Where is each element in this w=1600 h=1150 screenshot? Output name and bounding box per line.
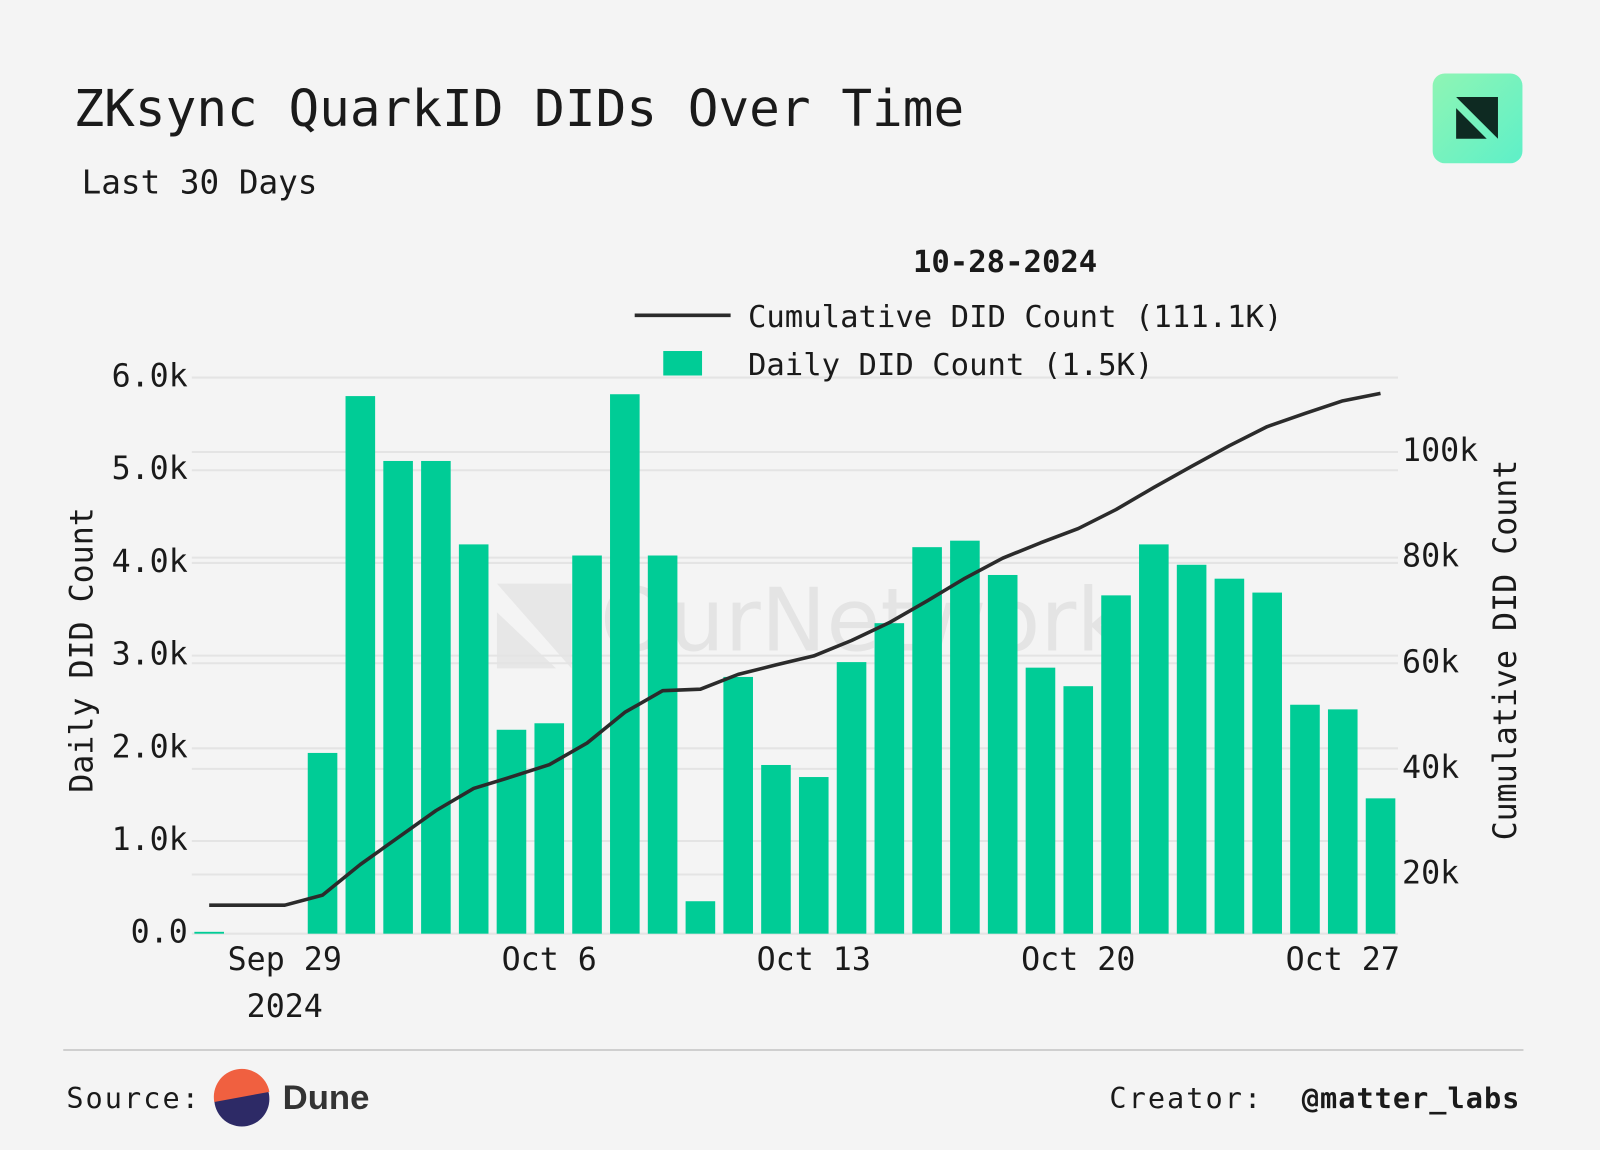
bar — [194, 931, 224, 934]
source-label: Source: — [66, 1081, 201, 1115]
bar — [458, 544, 489, 934]
bar — [1290, 704, 1320, 934]
y2-axis-label: Cumulative DID Count — [1488, 460, 1524, 841]
bar — [685, 901, 716, 934]
chart-subtitle: Last 30 Days — [82, 164, 318, 202]
x-tick-label-line: Oct 13 — [757, 942, 871, 978]
bar — [1025, 667, 1056, 934]
bar — [1214, 578, 1245, 934]
bar — [1176, 564, 1207, 934]
x-tick-label: Oct 20 — [1021, 942, 1135, 978]
legend-entry: Daily DID Count (1.5K) — [748, 348, 1153, 383]
x-tick-label-line: Oct 20 — [1021, 942, 1135, 978]
x-tick-label: Oct 27 — [1286, 942, 1400, 978]
creator-name: @matter_labs — [1302, 1081, 1521, 1115]
bar — [496, 729, 527, 934]
y-tick-label: 4.0k — [112, 544, 188, 580]
y2-tick-label: 40k — [1402, 750, 1459, 786]
bar — [647, 555, 678, 934]
y2-tick-label: 60k — [1402, 644, 1459, 680]
x-tick-label: Oct 13 — [757, 942, 871, 978]
legend-title: 10-28-2024 — [913, 245, 1097, 280]
chart-title: ZKsync QuarkID DIDs Over Time — [73, 80, 964, 139]
line — [209, 391, 1381, 907]
dune-logo — [213, 1068, 270, 1127]
x-tick-label-line: Oct 6 — [502, 942, 597, 978]
bar — [987, 574, 1018, 934]
y-tick-label: 6.0k — [112, 359, 188, 395]
bar — [534, 723, 565, 934]
bar — [1327, 709, 1358, 934]
bar — [874, 623, 905, 934]
bar — [761, 764, 791, 934]
bar — [912, 547, 942, 934]
x-tick-label: Sep 29 2024 — [228, 942, 342, 1025]
x-tick-label: Oct 6 — [502, 942, 597, 978]
creator-label: Creator: — [1109, 1081, 1263, 1115]
bar — [383, 460, 413, 934]
x-tick-label-line: Oct 27 — [1286, 942, 1400, 978]
brand-logo — [1432, 73, 1523, 164]
x-tick-label-line: 2024 — [247, 989, 323, 1025]
bar — [950, 540, 980, 934]
y-tick-label: 5.0k — [112, 451, 188, 487]
bar — [1063, 686, 1094, 934]
y-tick-label: 0.0 — [131, 915, 188, 951]
bar — [1101, 595, 1131, 934]
bar — [1252, 592, 1282, 934]
legend-entry: Cumulative DID Count (111.1K) — [748, 300, 1282, 335]
legend-swatch — [663, 351, 703, 376]
bar — [610, 394, 640, 934]
y-axis-label: Daily DID Count — [65, 507, 101, 793]
y-tick-label: 2.0k — [112, 729, 188, 765]
bar — [798, 777, 829, 934]
bar — [1139, 544, 1169, 934]
y-tick-label: 3.0k — [112, 637, 188, 673]
source-name: Dune — [283, 1079, 370, 1117]
bar — [1365, 798, 1396, 934]
bar — [723, 676, 753, 934]
x-tick-label-line: Sep 29 — [228, 942, 342, 978]
bar — [307, 752, 338, 934]
y-tick-label: 1.0k — [112, 822, 188, 858]
bar — [345, 396, 376, 934]
watermark: OurNetwork — [496, 569, 1127, 671]
bar — [421, 460, 451, 934]
y2-tick-label: 80k — [1402, 539, 1459, 575]
y2-tick-label: 100k — [1402, 433, 1478, 469]
bar — [836, 662, 867, 934]
y2-tick-label: 20k — [1402, 856, 1459, 892]
watermark-text: OurNetwork — [600, 569, 1127, 671]
